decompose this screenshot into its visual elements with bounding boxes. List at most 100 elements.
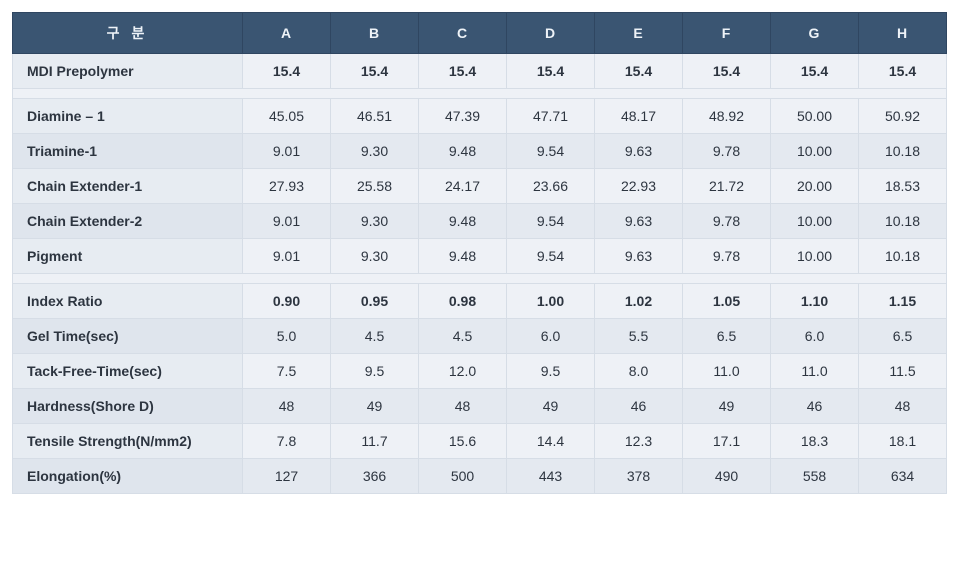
header-col: F — [683, 13, 771, 54]
cell: 46 — [595, 389, 683, 424]
cell: 10.18 — [859, 134, 947, 169]
cell: 9.01 — [243, 134, 331, 169]
header-rowlabel: 구 분 — [13, 13, 243, 54]
row-label: Pigment — [13, 239, 243, 274]
cell: 0.98 — [419, 284, 507, 319]
cell: 48 — [419, 389, 507, 424]
cell: 11.5 — [859, 354, 947, 389]
cell: 15.4 — [243, 54, 331, 89]
header-col: B — [331, 13, 419, 54]
cell: 1.00 — [507, 284, 595, 319]
data-table: 구 분 ABCDEFGH MDI Prepolymer15.415.415.41… — [12, 12, 947, 494]
cell: 490 — [683, 459, 771, 494]
row-label: Chain Extender-2 — [13, 204, 243, 239]
cell: 10.00 — [771, 134, 859, 169]
cell: 9.48 — [419, 204, 507, 239]
table-row: Elongation(%)127366500443378490558634 — [13, 459, 947, 494]
cell: 15.4 — [859, 54, 947, 89]
header-col: A — [243, 13, 331, 54]
cell: 22.93 — [595, 169, 683, 204]
cell: 46.51 — [331, 99, 419, 134]
cell: 18.3 — [771, 424, 859, 459]
cell: 378 — [595, 459, 683, 494]
cell: 9.54 — [507, 239, 595, 274]
cell: 50.00 — [771, 99, 859, 134]
cell: 1.02 — [595, 284, 683, 319]
table-row: Index Ratio0.900.950.981.001.021.051.101… — [13, 284, 947, 319]
header-col: D — [507, 13, 595, 54]
cell: 14.4 — [507, 424, 595, 459]
cell: 12.0 — [419, 354, 507, 389]
table-row: Chain Extender-29.019.309.489.549.639.78… — [13, 204, 947, 239]
cell: 49 — [507, 389, 595, 424]
cell: 9.78 — [683, 204, 771, 239]
cell: 9.48 — [419, 239, 507, 274]
cell: 8.0 — [595, 354, 683, 389]
group-spacer — [13, 274, 947, 284]
cell: 9.54 — [507, 134, 595, 169]
table-row: Hardness(Shore D)4849484946494648 — [13, 389, 947, 424]
cell: 4.5 — [419, 319, 507, 354]
table-row: Gel Time(sec)5.04.54.56.05.56.56.06.5 — [13, 319, 947, 354]
cell: 5.5 — [595, 319, 683, 354]
cell: 6.0 — [507, 319, 595, 354]
cell: 12.3 — [595, 424, 683, 459]
cell: 9.30 — [331, 204, 419, 239]
cell: 127 — [243, 459, 331, 494]
cell: 1.10 — [771, 284, 859, 319]
cell: 20.00 — [771, 169, 859, 204]
cell: 48 — [243, 389, 331, 424]
cell: 9.78 — [683, 239, 771, 274]
cell: 9.5 — [507, 354, 595, 389]
cell: 7.5 — [243, 354, 331, 389]
cell: 11.0 — [683, 354, 771, 389]
cell: 5.0 — [243, 319, 331, 354]
cell: 10.00 — [771, 204, 859, 239]
header-col: H — [859, 13, 947, 54]
table-row: MDI Prepolymer15.415.415.415.415.415.415… — [13, 54, 947, 89]
row-label: Tack-Free-Time(sec) — [13, 354, 243, 389]
row-label: Hardness(Shore D) — [13, 389, 243, 424]
header-col: C — [419, 13, 507, 54]
cell: 9.30 — [331, 239, 419, 274]
row-label: Chain Extender-1 — [13, 169, 243, 204]
cell: 24.17 — [419, 169, 507, 204]
cell: 49 — [683, 389, 771, 424]
row-label: Triamine-1 — [13, 134, 243, 169]
table-body: MDI Prepolymer15.415.415.415.415.415.415… — [13, 54, 947, 494]
cell: 634 — [859, 459, 947, 494]
cell: 9.63 — [595, 134, 683, 169]
table-row: Diamine – 145.0546.5147.3947.7148.1748.9… — [13, 99, 947, 134]
cell: 443 — [507, 459, 595, 494]
table-row: Chain Extender-127.9325.5824.1723.6622.9… — [13, 169, 947, 204]
cell: 0.95 — [331, 284, 419, 319]
cell: 15.4 — [331, 54, 419, 89]
row-label: Diamine – 1 — [13, 99, 243, 134]
cell: 48.92 — [683, 99, 771, 134]
cell: 9.30 — [331, 134, 419, 169]
cell: 21.72 — [683, 169, 771, 204]
cell: 9.54 — [507, 204, 595, 239]
cell: 48 — [859, 389, 947, 424]
cell: 15.6 — [419, 424, 507, 459]
cell: 47.71 — [507, 99, 595, 134]
cell: 18.1 — [859, 424, 947, 459]
row-label: Index Ratio — [13, 284, 243, 319]
cell: 9.63 — [595, 204, 683, 239]
cell: 7.8 — [243, 424, 331, 459]
cell: 47.39 — [419, 99, 507, 134]
cell: 9.01 — [243, 239, 331, 274]
cell: 9.48 — [419, 134, 507, 169]
cell: 15.4 — [595, 54, 683, 89]
table-row: Pigment9.019.309.489.549.639.7810.0010.1… — [13, 239, 947, 274]
cell: 23.66 — [507, 169, 595, 204]
cell: 10.18 — [859, 239, 947, 274]
header-row: 구 분 ABCDEFGH — [13, 13, 947, 54]
table-row: Tack-Free-Time(sec)7.59.512.09.58.011.01… — [13, 354, 947, 389]
cell: 366 — [331, 459, 419, 494]
header-col: E — [595, 13, 683, 54]
row-label: Elongation(%) — [13, 459, 243, 494]
cell: 10.00 — [771, 239, 859, 274]
cell: 11.7 — [331, 424, 419, 459]
cell: 15.4 — [419, 54, 507, 89]
